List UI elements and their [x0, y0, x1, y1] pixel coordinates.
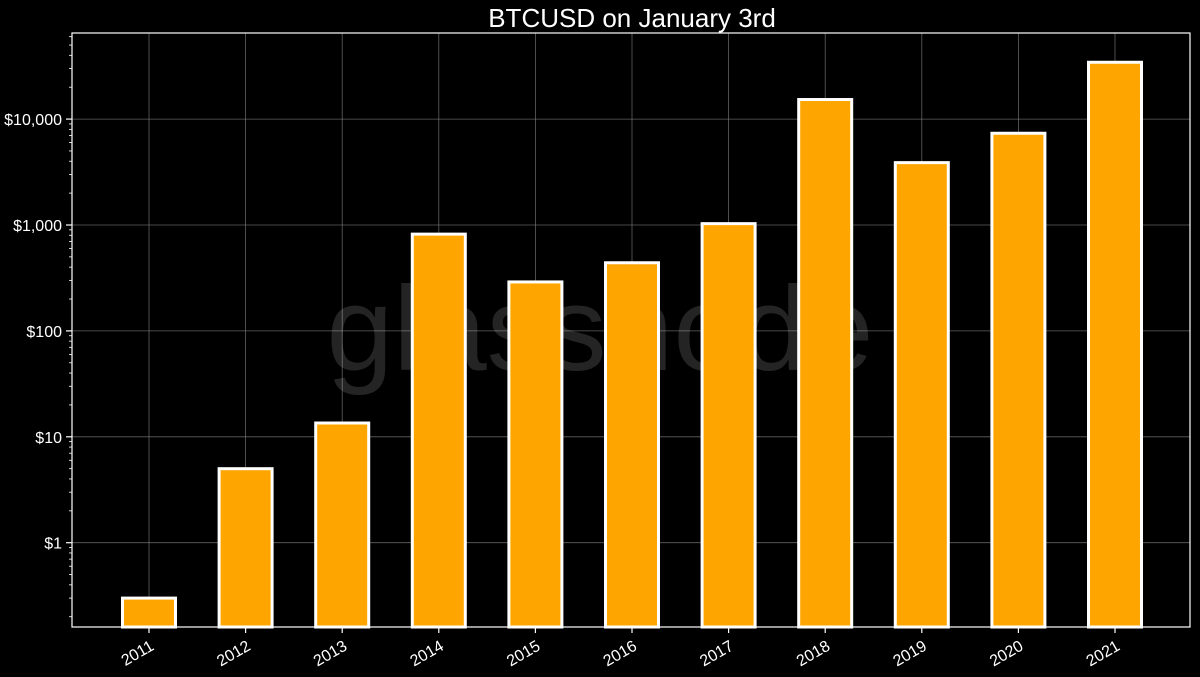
y-tick-label: $1: [44, 536, 62, 553]
y-tick-label: $100: [26, 324, 62, 341]
bar-2020: [990, 131, 1047, 629]
y-tick-label: $1,000: [13, 218, 62, 235]
bar-2015: [507, 280, 564, 629]
chart-title: BTCUSD on January 3rd: [488, 3, 776, 33]
bar-2021: [1087, 60, 1143, 629]
bar-2014: [410, 232, 467, 629]
bar-2016: [604, 261, 660, 629]
y-tick-label: $10,000: [4, 112, 62, 129]
bar-2019: [893, 161, 950, 629]
bars-layer: [121, 60, 1143, 629]
bar-2011: [121, 596, 177, 629]
axes-layer: [71, 32, 1191, 628]
watermark-logo: glassnode: [326, 262, 873, 396]
y-tick-label: $10: [35, 430, 62, 447]
plot-frame: [71, 32, 1191, 628]
bar-2018: [797, 98, 854, 629]
bar-2012: [217, 467, 274, 629]
bar-2017: [700, 222, 757, 629]
y-axis-ticks: $1 $10 $100 $1,000 $10,000: [4, 36, 72, 618]
bar-2013: [314, 421, 371, 629]
